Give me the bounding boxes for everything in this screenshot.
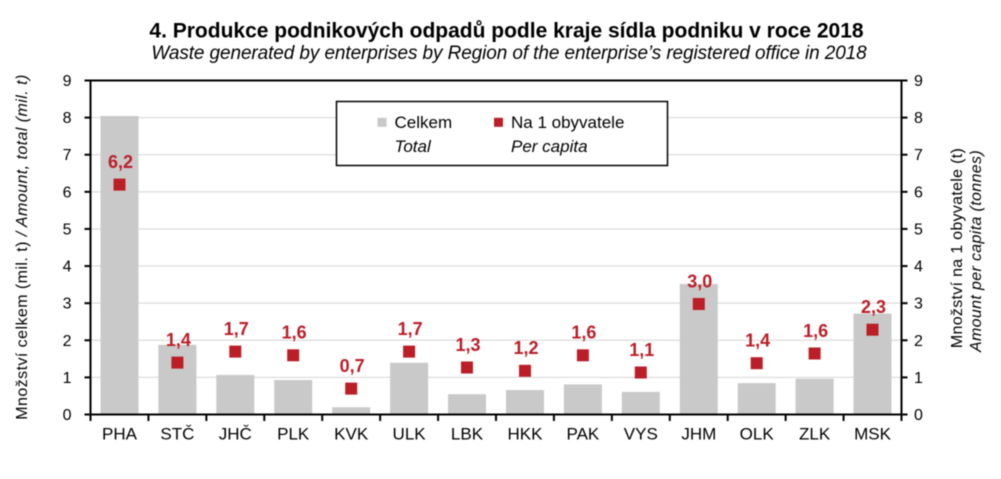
- svg-text:Amount per capita (tonnes): Amount per capita (tonnes): [968, 150, 985, 353]
- svg-text:JHČ: JHČ: [219, 425, 252, 444]
- svg-text:HKK: HKK: [508, 425, 544, 444]
- svg-text:1,6: 1,6: [803, 321, 828, 341]
- svg-text:1,7: 1,7: [398, 319, 423, 339]
- svg-text:0: 0: [914, 407, 923, 424]
- svg-text:1,6: 1,6: [282, 323, 307, 343]
- svg-text:2,3: 2,3: [861, 297, 886, 317]
- svg-text:ULK: ULK: [393, 425, 427, 444]
- svg-text:6: 6: [63, 184, 72, 201]
- svg-text:PHA: PHA: [102, 425, 138, 444]
- svg-text:LBK: LBK: [451, 425, 484, 444]
- svg-text:JHM: JHM: [681, 425, 716, 444]
- svg-text:ZLK: ZLK: [799, 425, 831, 444]
- svg-text:6: 6: [914, 184, 923, 201]
- svg-text:Total: Total: [395, 137, 432, 156]
- svg-text:PLK: PLK: [277, 425, 310, 444]
- svg-text:0: 0: [63, 407, 72, 424]
- svg-text:1,3: 1,3: [455, 335, 480, 355]
- svg-text:9: 9: [63, 73, 72, 90]
- svg-text:1,4: 1,4: [166, 330, 191, 350]
- svg-text:8: 8: [63, 110, 72, 127]
- svg-text:Celkem: Celkem: [395, 113, 453, 132]
- svg-text:8: 8: [914, 110, 923, 127]
- svg-text:6,2: 6,2: [108, 152, 133, 172]
- svg-text:1,2: 1,2: [513, 338, 538, 358]
- svg-text:1,4: 1,4: [745, 331, 770, 351]
- svg-text:MSK: MSK: [854, 425, 892, 444]
- svg-text:7: 7: [63, 147, 72, 164]
- svg-text:Na 1 obyvatele: Na 1 obyvatele: [511, 113, 624, 132]
- svg-text:0,7: 0,7: [340, 356, 365, 376]
- svg-text:5: 5: [63, 221, 72, 238]
- svg-text:4: 4: [63, 259, 72, 276]
- svg-text:3: 3: [914, 296, 923, 313]
- svg-text:9: 9: [914, 73, 923, 90]
- svg-text:1: 1: [63, 370, 72, 387]
- svg-text:4. Produkce podnikových odpadů: 4. Produkce podnikových odpadů podle kra…: [149, 19, 864, 42]
- svg-text:Množství celkem (mil. t) / Amo: Množství celkem (mil. t) / Amount, total…: [14, 74, 31, 419]
- svg-text:Waste generated by enterprises: Waste generated by enterprises by Region…: [151, 43, 867, 64]
- svg-text:7: 7: [914, 147, 923, 164]
- svg-text:3,0: 3,0: [687, 271, 712, 291]
- svg-text:STČ: STČ: [160, 425, 194, 444]
- svg-text:VYS: VYS: [624, 425, 658, 444]
- svg-text:KVK: KVK: [334, 425, 369, 444]
- svg-text:2: 2: [914, 333, 923, 350]
- svg-text:2: 2: [63, 333, 72, 350]
- svg-text:3: 3: [63, 296, 72, 313]
- svg-text:Per capita: Per capita: [511, 137, 588, 156]
- svg-text:1,1: 1,1: [629, 340, 654, 360]
- svg-text:1,7: 1,7: [224, 319, 249, 339]
- svg-text:4: 4: [914, 259, 923, 276]
- svg-text:1: 1: [914, 370, 923, 387]
- svg-text:Množství na 1 obyvatele (t): Množství na 1 obyvatele (t): [949, 148, 966, 348]
- svg-text:1,6: 1,6: [571, 323, 596, 343]
- svg-text:PAK: PAK: [567, 425, 600, 444]
- svg-text:OLK: OLK: [740, 425, 775, 444]
- svg-text:5: 5: [914, 221, 923, 238]
